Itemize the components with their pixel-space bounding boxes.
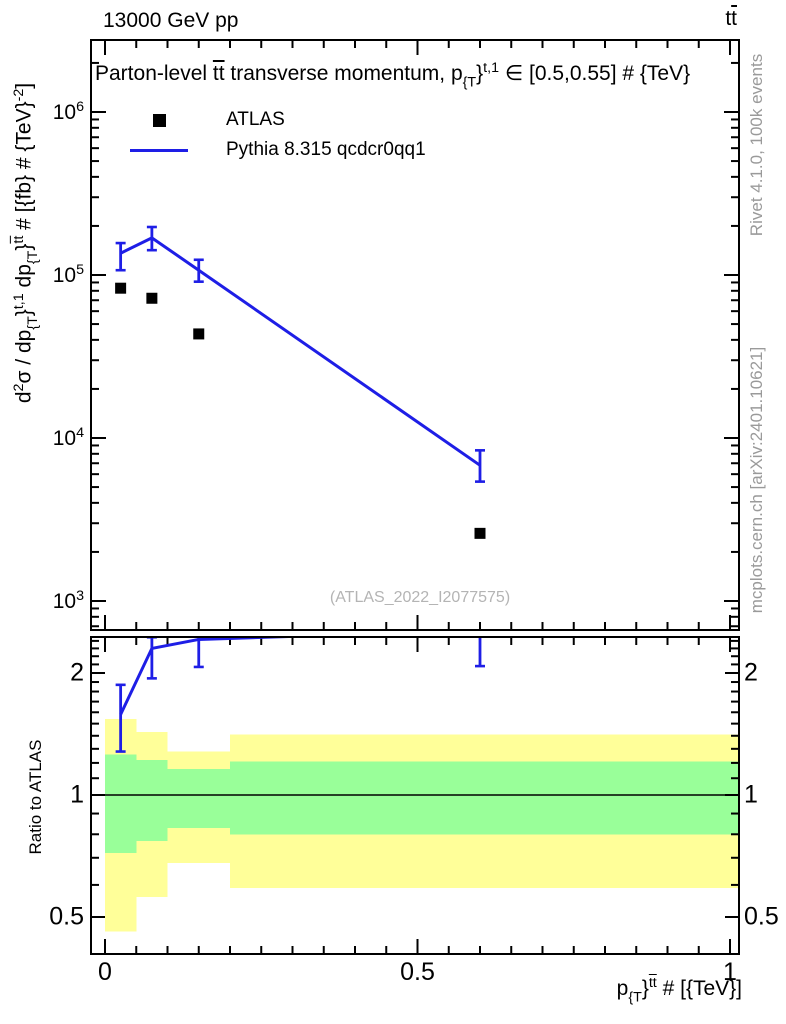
mcplots-arxiv-note: mcplots.cern.ch [arXiv:2401.10621] (747, 346, 766, 614)
label-fragment: t,1 (10, 293, 27, 310)
label-fragment: t,1 (483, 60, 500, 76)
label-fragment: tt (10, 235, 27, 244)
atlas-data-point (115, 282, 127, 294)
label-fragment: {T (628, 989, 642, 1006)
label-fragment: d (12, 391, 36, 404)
uncertainty-band-green (136, 760, 168, 842)
tick-base: 10 (52, 100, 77, 124)
analysis-id-watermark: (ATLAS_2022_I2077575) (329, 589, 511, 606)
legend-marker-cell (128, 148, 190, 152)
ratio-pythia-line (119, 638, 289, 716)
label-fragment: -2 (10, 88, 27, 102)
plot-title: Parton-level tt transverse momentum, p{T… (95, 60, 690, 90)
main-panel: Parton-level tt transverse momentum, p{T… (90, 39, 740, 631)
label-fragment: ∈ [0.5,0.55] # {TeV} (499, 61, 691, 85)
legend-marker-cell (128, 113, 190, 127)
x-tick-label-0: 0 (98, 958, 112, 986)
main-plot-svg (92, 41, 738, 629)
uncertainty-band-green (230, 761, 738, 835)
uncertainty-band-green (105, 754, 137, 853)
beam-energy-label: 13000 GeV pp (103, 9, 239, 32)
atlas-data-point (474, 527, 486, 539)
label-fragment: tt (212, 61, 225, 85)
atlas-square-marker (152, 113, 166, 127)
ratio-tick-label-left-0.5: 0.5 (49, 902, 84, 931)
atlas-data-point (193, 328, 205, 340)
ratio-plot-svg (92, 638, 738, 953)
label-fragment: 2 (10, 383, 27, 392)
legend: ATLAS Pythia 8.315 qcdcr0qq1 (128, 105, 426, 165)
ratio-tick-label-left-1: 1 (70, 780, 84, 809)
label-fragment: t (725, 7, 732, 30)
pythia-line (119, 236, 481, 467)
legend-label-atlas: ATLAS (226, 109, 285, 130)
tick-base: 10 (52, 589, 77, 613)
label-fragment: tt (648, 975, 657, 991)
label-fragment: t (731, 7, 737, 30)
rivet-version-note: Rivet 4.1.0, 100k events (747, 53, 766, 237)
label-fragment: {T (25, 250, 42, 265)
label-fragment: {T (25, 316, 42, 330)
ratio-tick-label-left-2: 2 (70, 658, 84, 687)
ratio-y-axis-label: Ratio to ATLAS (26, 739, 45, 855)
label-fragment: } (476, 61, 484, 85)
process-label-ttbar: tt (725, 7, 737, 31)
tick-exponent: 6 (76, 99, 84, 116)
tick-base: 10 (52, 426, 77, 450)
tick-exponent: 4 (76, 425, 84, 442)
label-fragment: # [{TeV}] (656, 976, 742, 1000)
tick-base: 10 (52, 263, 77, 287)
label-fragment: # [{fb} # {TeV} (12, 101, 36, 236)
uncertainty-band-green (167, 768, 230, 828)
y-tick-label-10e5: 105 (53, 262, 84, 288)
x-tick-label-0.5: 0.5 (400, 958, 435, 986)
y-tick-label-10e6: 106 (53, 99, 84, 125)
tick-exponent: 5 (76, 262, 84, 279)
y-tick-label-10e4: 104 (53, 425, 84, 451)
x-axis-label: p{T}tt # [{TeV}] (617, 975, 742, 1005)
label-fragment: } (12, 243, 36, 251)
atlas-data-point (146, 292, 158, 304)
ratio-panel (90, 636, 740, 955)
label-fragment: dp (12, 264, 36, 294)
label-fragment: ] (12, 82, 36, 89)
x-tick-label-1: 1 (723, 958, 737, 986)
pythia-line-marker (130, 148, 188, 152)
label-fragment: } (641, 976, 649, 1000)
y-tick-label-10e3: 103 (53, 588, 84, 614)
label-fragment: {T (462, 74, 477, 91)
legend-label-pythia: Pythia 8.315 qcdcr0qq1 (226, 139, 426, 160)
ratio-tick-label-right-0.5: 0.5 (744, 902, 779, 931)
ratio-tick-label-right-2: 2 (744, 658, 758, 687)
legend-item-atlas: ATLAS (128, 105, 426, 135)
ratio-tick-label-right-1: 1 (744, 780, 758, 809)
label-fragment: p (616, 976, 629, 1000)
label-fragment: transverse momentum, p (224, 61, 463, 85)
label-fragment: σ / dp (12, 329, 36, 384)
y-axis-label: d2σ / dp{T}t,1 dp{T}tt # [{fb} # {TeV}-2… (11, 83, 41, 403)
label-fragment: Parton-level (95, 61, 213, 85)
legend-item-pythia: Pythia 8.315 qcdcr0qq1 (128, 135, 426, 165)
label-fragment: } (12, 309, 36, 317)
tick-exponent: 3 (76, 588, 84, 605)
